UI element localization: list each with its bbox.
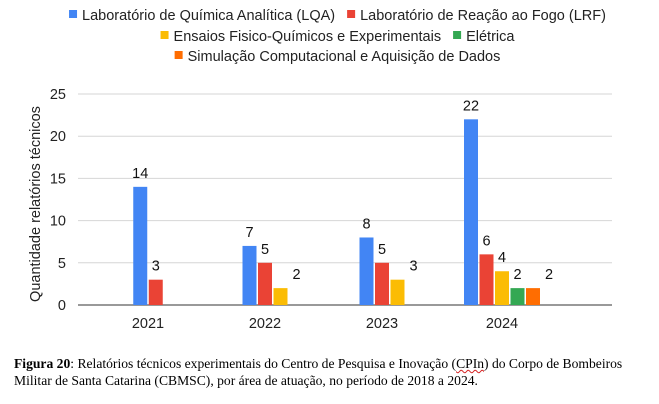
data-label-2022-laboratorio-de-reacao-ao-fogo-lrf: 5: [261, 242, 269, 258]
data-label-2024-simulacao-computacional-e-aquisicao-de-dados: 2: [545, 267, 553, 283]
x-tick-label-2023: 2023: [366, 316, 398, 332]
data-label-2023-laboratorio-de-reacao-ao-fogo-lrf: 5: [378, 242, 386, 258]
y-tick-label-25: 25: [50, 87, 66, 103]
data-label-2021-laboratorio-de-reacao-ao-fogo-lrf: 3: [152, 259, 160, 275]
bar-2023-laboratorio-de-quimica-analitica-lqa: [359, 237, 374, 305]
bar-2024-laboratorio-de-quimica-analitica-lqa: [464, 119, 478, 305]
bar-2024-simulacao-computacional-e-aquisicao-de-dados: [526, 288, 540, 305]
bar-2023-ensaios-fisico-quimicos-e-experimentais: [390, 279, 405, 305]
bar-2021-laboratorio-de-reacao-ao-fogo-lrf: [148, 279, 163, 305]
legend-item-laboratorio-de-quimica-analitica-lqa: Laboratório de Química Analítica (LQA): [69, 8, 335, 24]
y-tick-label-15: 15: [50, 171, 66, 187]
data-label-2022-ensaios-fisico-quimicos-e-experimentais: 2: [293, 267, 301, 283]
legend-label-ensaios-fisico-quimicos-e-experimentais: Ensaios Fisico-Químicos e Experimentais: [174, 29, 442, 45]
data-label-2022-laboratorio-de-quimica-analitica-lqa: 7: [245, 225, 253, 241]
legend-label-eletrica: Elétrica: [466, 29, 515, 45]
legend-swatch-laboratorio-de-quimica-analitica-lqa: [69, 10, 78, 18]
y-tick-label-10: 10: [50, 214, 66, 230]
figure-caption: Figura 20: Relatórios técnicos experimen…: [14, 355, 646, 389]
data-label-2024-laboratorio-de-reacao-ao-fogo-lrf: 6: [482, 233, 490, 249]
data-label-2024-laboratorio-de-quimica-analitica-lqa: 22: [463, 98, 479, 114]
bar-2021-laboratorio-de-quimica-analitica-lqa: [133, 186, 148, 305]
legend-item-ensaios-fisico-quimicos-e-experimentais: Ensaios Fisico-Químicos e Experimentais: [160, 29, 442, 45]
chart-legend: Laboratório de Química Analítica (LQA) La…: [69, 8, 606, 65]
legend-item-laboratorio-de-reacao-ao-fogo-lrf: Laboratório de Reação ao Fogo (LRF): [347, 8, 606, 24]
data-label-2023-ensaios-fisico-quimicos-e-experimentais: 3: [410, 259, 418, 275]
bar-2022-laboratorio-de-reacao-ao-fogo-lrf: [258, 262, 272, 305]
y-tick-label-5: 5: [58, 256, 66, 272]
x-tick-label-2021: 2021: [132, 316, 164, 332]
caption-text-before: : Relatórios técnicos experimentais do C…: [70, 356, 457, 371]
legend-swatch-simulacao-computacional-e-aquisicao-de-dados: [174, 51, 183, 59]
y-tick-label-20: 20: [50, 129, 66, 145]
bar-2022-laboratorio-de-quimica-analitica-lqa: [242, 245, 257, 305]
bar-2024-laboratorio-de-reacao-ao-fogo-lrf: [479, 254, 494, 305]
x-axis: 2021 2022 2023 2024: [132, 316, 518, 332]
x-tick-label-2024: 2024: [486, 316, 518, 332]
legend-item-eletrica: Elétrica: [453, 29, 515, 45]
legend-swatch-laboratorio-de-reacao-ao-fogo-lrf: [347, 10, 356, 18]
y-tick-label-0: 0: [58, 298, 66, 314]
legend-label-laboratorio-de-reacao-ao-fogo-lrf: Laboratório de Reação ao Fogo (LRF): [360, 8, 606, 24]
data-label-2021-laboratorio-de-quimica-analitica-lqa: 14: [132, 166, 148, 182]
caption-acronym: CPIn: [456, 356, 485, 371]
y-axis-label: Quantidade relatórios técnicos: [28, 106, 44, 302]
legend-label-simulacao-computacional-e-aquisicao-de-dados: Simulação Computacional e Aquisição de D…: [188, 49, 501, 65]
data-label-2023-laboratorio-de-quimica-analitica-lqa: 8: [362, 216, 370, 232]
legend-swatch-eletrica: [453, 31, 462, 39]
bar-2023-laboratorio-de-reacao-ao-fogo-lrf: [375, 262, 389, 305]
caption-text-after: ) do Corpo de Bombeiros Militar de Santa…: [14, 356, 623, 388]
bar-2022-ensaios-fisico-quimicos-e-experimentais: [273, 288, 288, 305]
legend-swatch-ensaios-fisico-quimicos-e-experimentais: [160, 31, 169, 39]
data-label-2024-ensaios-fisico-quimicos-e-experimentais: 4: [498, 250, 506, 266]
legend-label-laboratorio-de-quimica-analitica-lqa: Laboratório de Química Analítica (LQA): [82, 8, 335, 24]
data-label-2024-eletrica: 2: [513, 267, 521, 283]
bar-2024-ensaios-fisico-quimicos-e-experimentais: [495, 271, 509, 305]
x-tick-label-2022: 2022: [249, 316, 281, 332]
caption-label: Figura 20: [14, 356, 71, 371]
y-axis: 0 5 10 15 20 25: [50, 87, 66, 314]
legend-item-simulacao-computacional-e-aquisicao-de-dados: Simulação Computacional e Aquisição de D…: [174, 49, 501, 65]
bar-2024-eletrica: [510, 288, 525, 305]
